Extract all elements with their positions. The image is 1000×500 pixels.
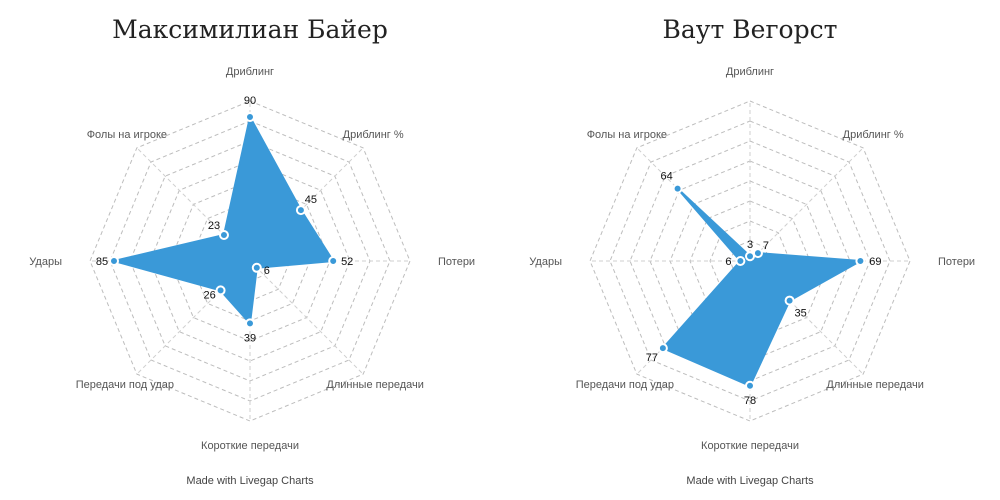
grid-ring — [669, 180, 831, 342]
data-point[interactable] — [295, 205, 306, 216]
data-point[interactable] — [855, 256, 866, 266]
axis-label: Фолы на игроке — [87, 129, 167, 141]
axis-label: Дриблинг — [726, 66, 774, 78]
data-point[interactable] — [245, 318, 255, 329]
data-point[interactable] — [245, 112, 255, 122]
data-point[interactable] — [735, 256, 746, 266]
axis-label: Передачи под удар — [76, 379, 174, 391]
data-value-label: 35 — [794, 308, 806, 320]
data-point[interactable] — [328, 256, 339, 266]
axis-spoke — [249, 147, 364, 262]
data-value-label: 64 — [660, 171, 672, 183]
axis-label: Удары — [529, 256, 562, 268]
data-value-label: 77 — [646, 352, 658, 364]
data-value-label: 6 — [264, 265, 270, 277]
axis-label: Фолы на игроке — [587, 129, 667, 141]
grid-ring — [89, 100, 411, 422]
axis-label: Длинные передачи — [826, 379, 923, 391]
data-value-label: 52 — [341, 256, 353, 268]
data-value-label: 45 — [305, 194, 317, 206]
data-value-label: 90 — [244, 95, 256, 107]
data-point[interactable] — [745, 251, 755, 262]
axis-label: Дриблинг — [226, 66, 274, 78]
axis-label: Короткие передачи — [201, 440, 299, 452]
axis-label: Дриблинг % — [343, 129, 404, 141]
axis-label: Удары — [29, 256, 62, 268]
data-area — [661, 187, 864, 388]
axis-label: Передачи под удар — [576, 379, 674, 391]
data-value-label: 85 — [96, 256, 108, 268]
data-value-label: 78 — [744, 395, 756, 407]
data-value-label: 69 — [869, 256, 881, 268]
data-point[interactable] — [657, 343, 668, 354]
axis-spoke — [249, 260, 364, 375]
axis-label: Потери — [938, 256, 975, 268]
credit-label: Made with Livegap Charts — [686, 475, 814, 487]
axis-spoke — [749, 147, 864, 262]
data-value-label: 6 — [725, 256, 731, 268]
data-value-label: 26 — [203, 289, 215, 301]
data-value-label: 3 — [747, 239, 753, 251]
axis-spoke — [136, 260, 251, 375]
axis-spoke — [136, 147, 251, 262]
chart-title: Ваут Вегорст — [663, 15, 838, 44]
chart-title: Максимилиан Байер — [112, 15, 388, 44]
data-point[interactable] — [672, 183, 683, 194]
radar-chart-weghorst: Ваут Вегорст Made with Livegap Charts Др… — [529, 15, 975, 487]
data-point[interactable] — [784, 295, 795, 306]
data-value-label: 39 — [244, 332, 256, 344]
data-point[interactable] — [745, 380, 755, 391]
data-point[interactable] — [752, 248, 763, 259]
axis-label: Длинные передачи — [326, 379, 423, 391]
axis-label: Короткие передачи — [701, 440, 799, 452]
grid-ring — [589, 100, 911, 422]
axis-spoke — [749, 260, 864, 375]
axis-label: Дриблинг % — [843, 129, 904, 141]
data-point[interactable] — [109, 256, 119, 266]
data-point[interactable] — [215, 285, 226, 296]
data-point[interactable] — [218, 229, 229, 240]
data-point[interactable] — [251, 262, 262, 273]
radar-chart-bayer: Максимилиан Байер Made with Livegap Char… — [29, 15, 475, 487]
data-value-label: 23 — [208, 220, 220, 232]
data-value-label: 7 — [763, 240, 769, 252]
axis-label: Потери — [438, 256, 475, 268]
grid-ring — [169, 180, 331, 342]
credit-label: Made with Livegap Charts — [186, 475, 314, 487]
